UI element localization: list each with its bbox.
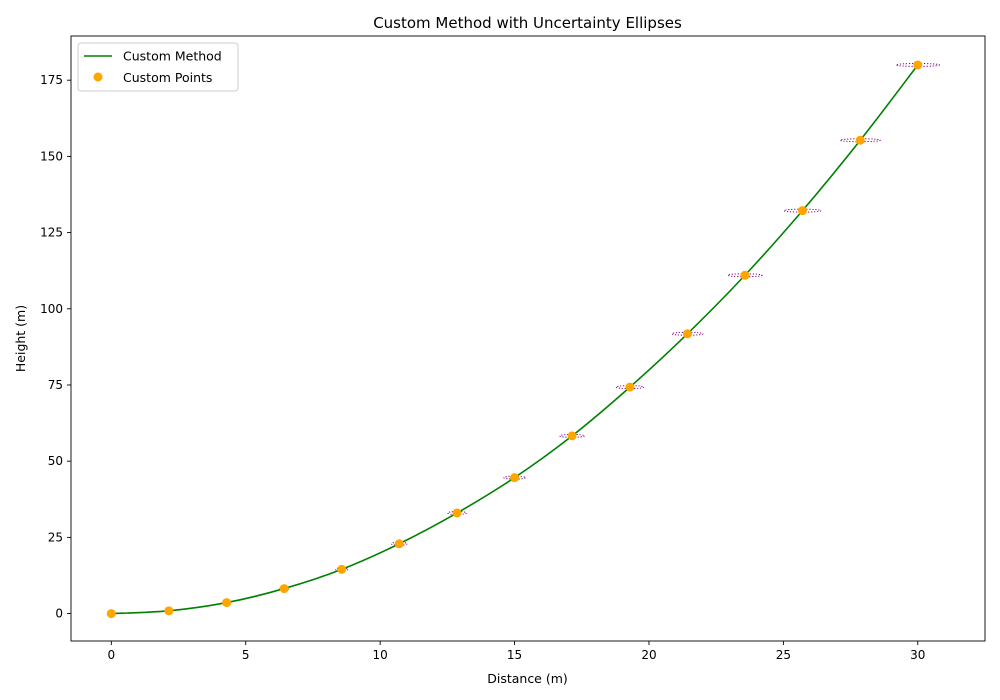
plot-area xyxy=(71,36,985,641)
x-tick-label: 15 xyxy=(507,648,522,662)
y-axis: 0 25 50 75 100 125 150 175 xyxy=(40,73,71,621)
data-point xyxy=(164,606,174,616)
legend-box xyxy=(77,42,239,92)
y-tick-label: 100 xyxy=(40,302,63,316)
data-point xyxy=(682,329,692,339)
series-custom-points xyxy=(106,60,923,619)
legend-label-custom-points: Custom Points xyxy=(123,70,212,85)
x-axis: 0 5 10 15 20 25 30 xyxy=(108,641,925,662)
data-point xyxy=(855,135,865,145)
data-point xyxy=(625,382,635,392)
data-point xyxy=(452,508,462,518)
legend: Custom Method Custom Points xyxy=(77,42,239,92)
data-point xyxy=(740,270,750,280)
data-point xyxy=(913,60,923,70)
y-tick-label: 175 xyxy=(40,73,63,87)
x-tick-label: 30 xyxy=(910,648,925,662)
x-tick-label: 0 xyxy=(108,648,116,662)
uncertainty-ellipse xyxy=(503,475,526,480)
data-point xyxy=(106,609,116,619)
legend-swatch-custom-points xyxy=(93,72,103,82)
x-axis-label: Distance (m) xyxy=(487,671,568,686)
y-tick-label: 75 xyxy=(48,378,63,392)
plot-frame xyxy=(70,35,986,642)
y-axis-label: Height (m) xyxy=(13,305,28,372)
x-tick-label: 20 xyxy=(641,648,656,662)
data-point xyxy=(337,564,347,574)
data-point xyxy=(797,206,807,216)
x-tick-label: 10 xyxy=(373,648,388,662)
chart-title: Custom Method with Uncertainty Ellipses xyxy=(373,14,682,32)
y-tick-label: 50 xyxy=(48,454,63,468)
data-point xyxy=(279,584,289,594)
y-tick-label: 150 xyxy=(40,149,63,163)
data-point xyxy=(567,431,577,441)
x-tick-label: 5 xyxy=(242,648,250,662)
legend-label-custom-method: Custom Method xyxy=(123,49,222,64)
x-tick-label: 25 xyxy=(776,648,791,662)
y-tick-label: 125 xyxy=(40,226,63,240)
y-tick-label: 0 xyxy=(55,607,63,621)
data-point xyxy=(394,539,404,549)
data-point xyxy=(510,473,520,483)
uncertainty-ellipse xyxy=(279,586,290,591)
data-point xyxy=(222,598,232,608)
y-tick-label: 25 xyxy=(48,530,63,544)
